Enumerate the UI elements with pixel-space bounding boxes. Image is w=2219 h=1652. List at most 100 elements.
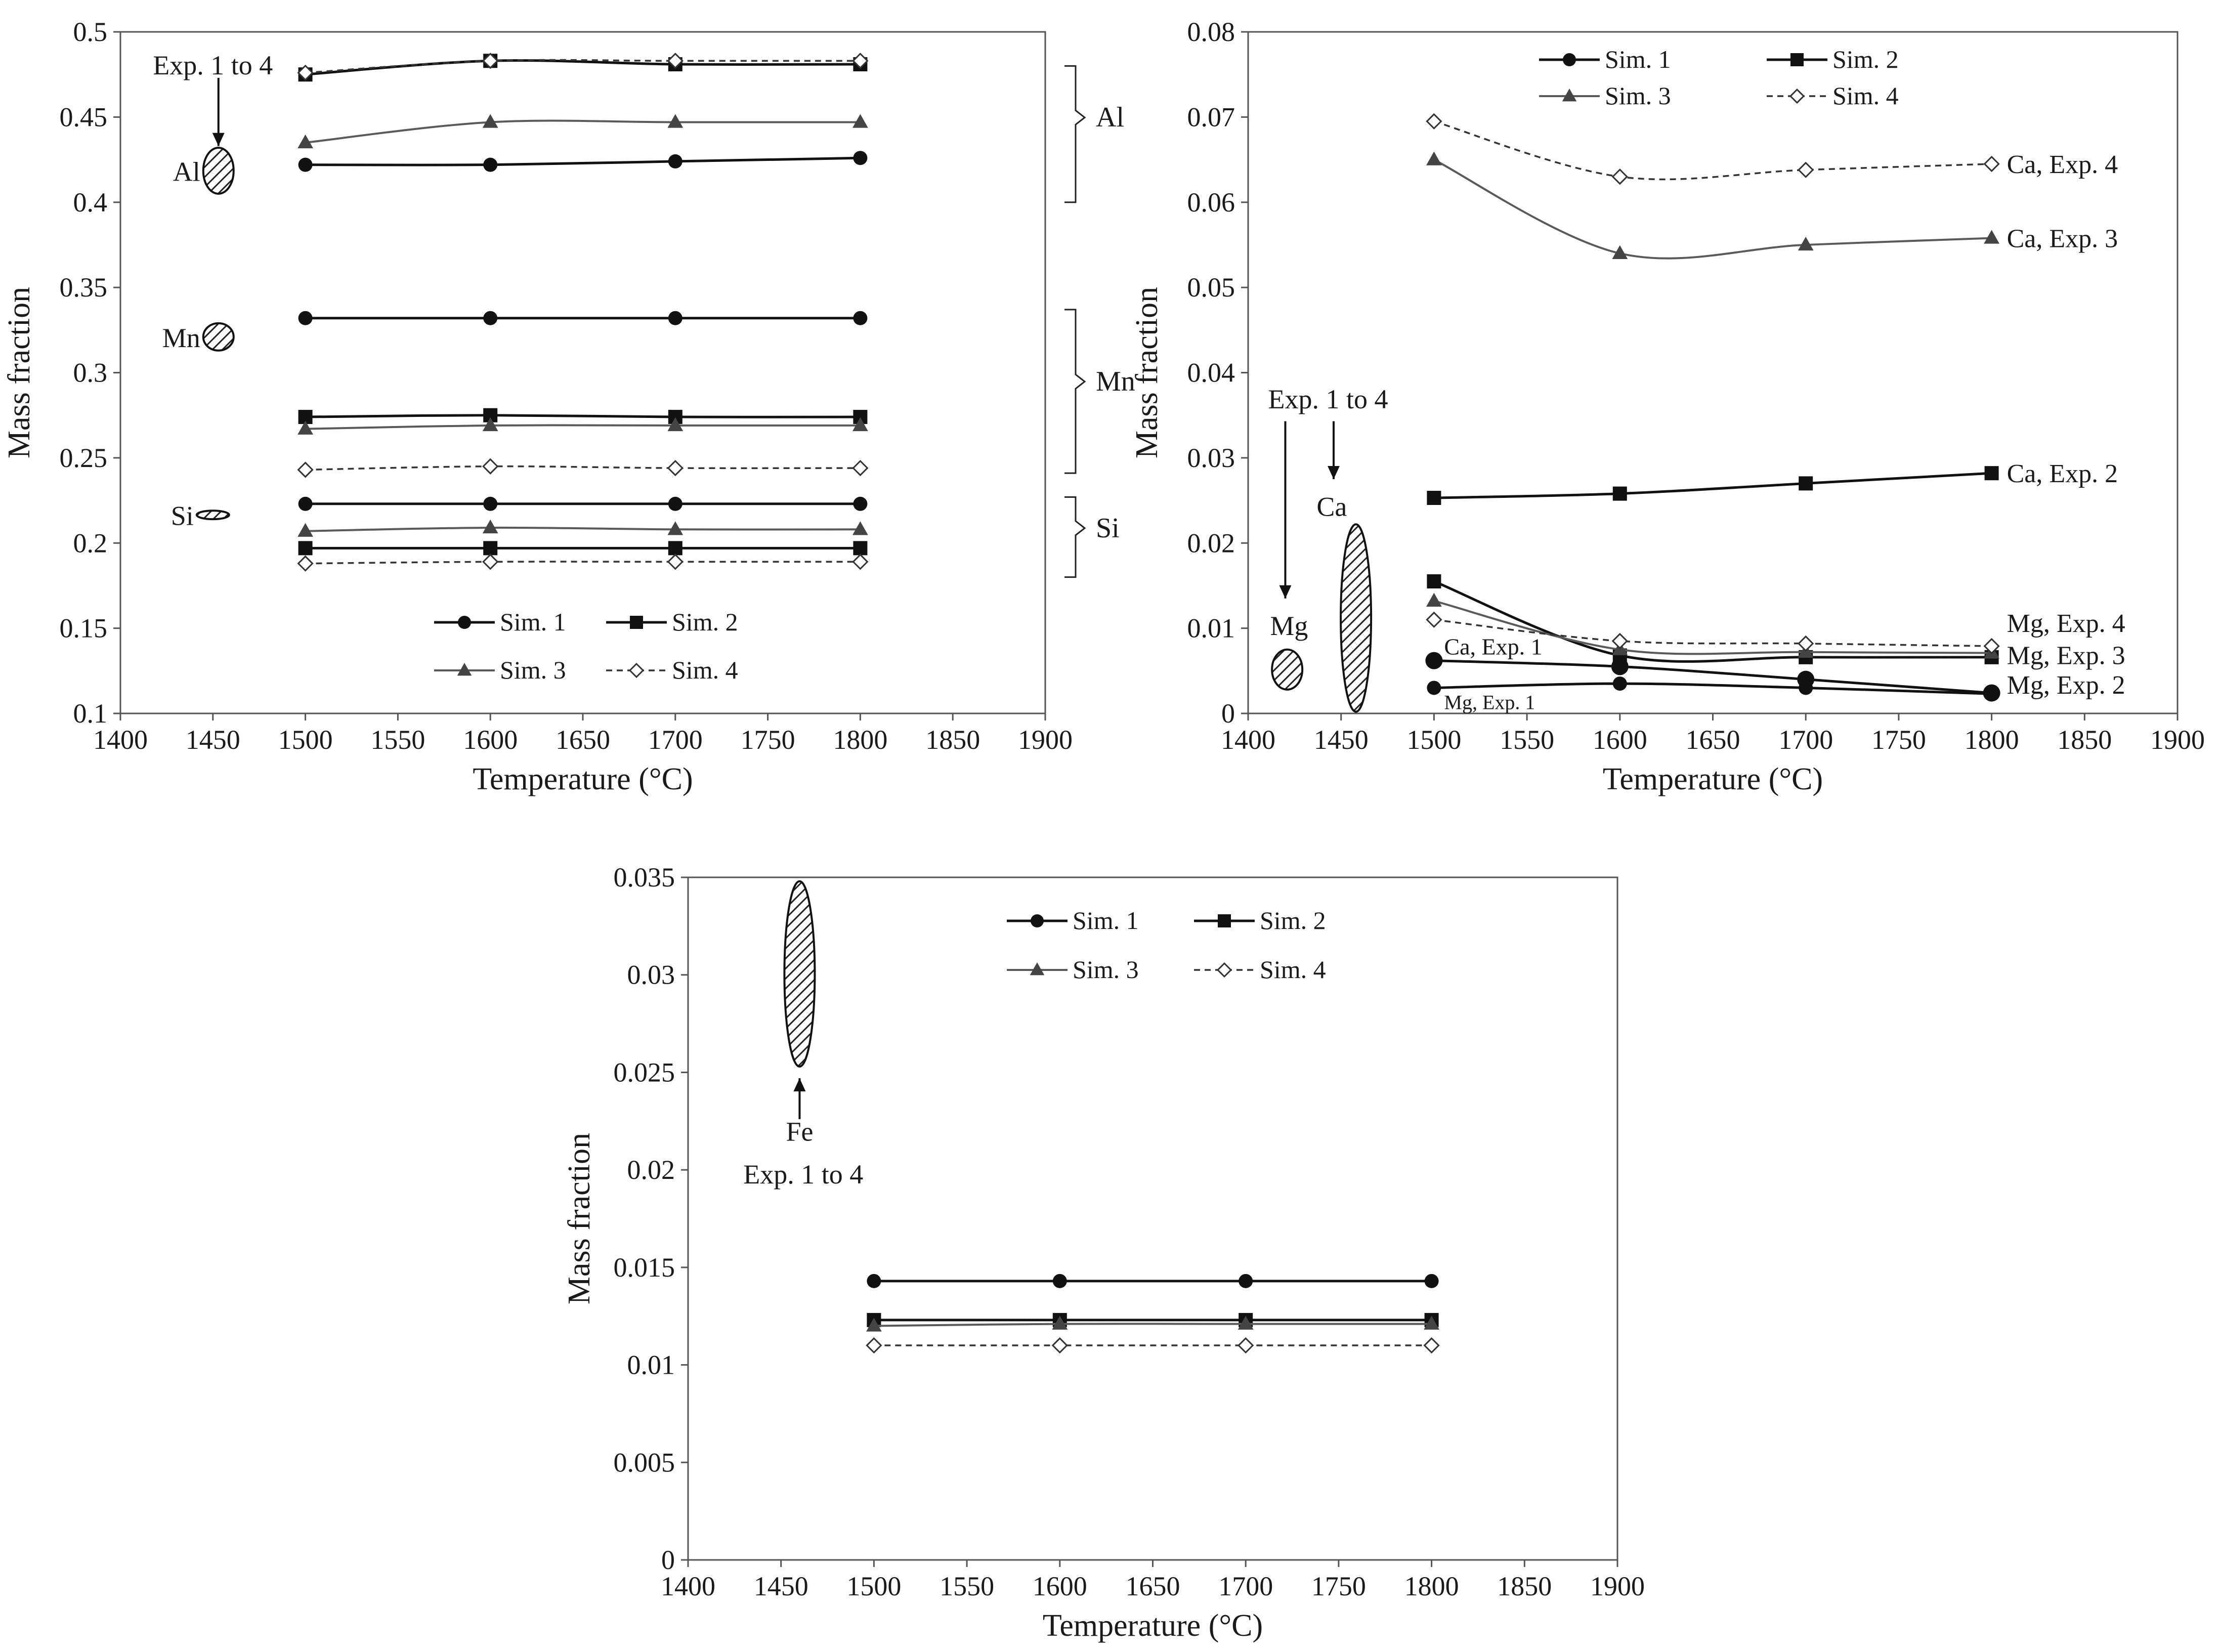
x-tick-label: 1550	[1500, 725, 1554, 755]
y-tick-label: 0.35	[60, 272, 108, 303]
legend-marker	[1789, 88, 1805, 104]
y-tick-label: 0.2	[73, 528, 108, 558]
data-point	[297, 523, 313, 537]
experimental-label: Si	[171, 501, 194, 531]
experimental-ellipse	[202, 146, 235, 195]
x-tick-label: 1400	[93, 725, 148, 755]
data-point	[297, 64, 314, 81]
series-line	[305, 59, 861, 76]
data-point	[1799, 681, 1813, 695]
x-tick-label: 1650	[1686, 725, 1740, 755]
series-end-label: Ca, Exp. 3	[2007, 224, 2118, 253]
y-tick-label: 0.01	[1187, 613, 1235, 644]
x-tick-label: 1450	[1314, 725, 1369, 755]
annotation-text: Mg	[1270, 611, 1308, 641]
plot-frame	[119, 31, 1046, 714]
series-end-label: Ca, Exp. 1	[1444, 634, 1542, 660]
legend-marker	[628, 662, 645, 679]
legend-marker	[457, 663, 472, 676]
data-point	[667, 114, 684, 128]
data-point	[297, 420, 313, 435]
legend-label: Sim. 4	[1832, 81, 1899, 110]
data-point	[667, 554, 684, 570]
data-point	[297, 134, 313, 149]
data-point	[1237, 1316, 1254, 1330]
x-tick-label: 1750	[1311, 1571, 1366, 1601]
data-point	[297, 461, 314, 478]
legend-marker	[1031, 914, 1044, 927]
data-point	[1426, 592, 1442, 607]
data-point	[1984, 466, 1999, 481]
data-point	[1612, 245, 1628, 259]
y-tick-label: 0.45	[60, 102, 108, 132]
series-line	[1433, 580, 1992, 663]
data-point	[1426, 151, 1442, 165]
x-tick-label: 1850	[2057, 725, 2112, 755]
x-axis-label: Temperature (°C)	[1603, 762, 1823, 796]
data-point	[483, 496, 498, 511]
y-tick-label: 0.03	[627, 960, 675, 990]
data-point	[853, 311, 868, 325]
plot-frame	[687, 876, 1618, 1561]
bracket-label: Mn	[1096, 366, 1135, 397]
experimental-ellipse	[202, 322, 235, 352]
series-line	[305, 59, 861, 74]
x-tick-label: 1900	[1018, 725, 1073, 755]
y-tick-label: 0.15	[60, 613, 108, 644]
series-line	[305, 119, 861, 144]
data-point	[1798, 236, 1814, 251]
x-tick-label: 1900	[2150, 725, 2205, 755]
data-point	[298, 157, 313, 172]
legend-label: Sim. 2	[672, 608, 738, 636]
x-tick-label: 1750	[741, 725, 795, 755]
bracket	[1064, 65, 1086, 203]
x-tick-label: 1450	[754, 1571, 808, 1601]
y-tick-label: 0.03	[1187, 443, 1235, 473]
series-line	[305, 465, 861, 471]
series-end-label: Ca, Exp. 2	[2007, 459, 2118, 488]
data-point	[1611, 168, 1628, 185]
series-end-label: Mg, Exp. 2	[2007, 671, 2125, 700]
chart-left: 1400 1450 1500 1550 1600 1650 1700 1750 1800 1850…	[2, 17, 1135, 796]
x-tick-label: 1500	[278, 725, 333, 755]
bracket-label: Si	[1096, 513, 1120, 544]
x-tick-label: 1400	[1221, 725, 1275, 755]
data-point	[1983, 155, 2000, 173]
legend-label: Sim. 1	[1605, 45, 1671, 73]
series-line	[305, 156, 861, 166]
x-tick-label: 1550	[370, 725, 425, 755]
data-point	[1427, 681, 1441, 695]
data-point	[852, 521, 868, 535]
y-tick-label: 0.005	[614, 1447, 675, 1477]
x-tick-label: 1550	[940, 1571, 994, 1601]
y-tick-label: 0.025	[614, 1057, 675, 1087]
data-point	[1612, 486, 1627, 501]
legend-marker	[1216, 962, 1232, 978]
x-tick-label: 1400	[661, 1571, 715, 1601]
series-line	[305, 424, 861, 430]
data-point	[852, 554, 869, 570]
arrow-head	[1279, 585, 1292, 599]
y-tick-label: 0.25	[60, 443, 108, 473]
legend-marker	[458, 616, 471, 629]
series-end-label: Ca, Exp. 4	[2007, 150, 2118, 179]
x-tick-label: 1800	[1965, 725, 2019, 755]
series-line	[1433, 600, 1992, 655]
y-tick-label: 0.035	[614, 862, 675, 893]
annotation-text: Exp. 1 to 4	[153, 50, 273, 80]
legend-label: Sim. 4	[672, 656, 738, 684]
chart-right: 1400 1450 1500 1550 1600 1650 1700 1750 1800 1850…	[1130, 17, 2205, 796]
bracket-label: Al	[1096, 102, 1124, 133]
y-tick-label: 0	[1221, 698, 1235, 729]
data-point	[1983, 638, 2000, 655]
data-point	[667, 459, 684, 477]
data-point	[853, 496, 868, 511]
arrow-head	[1328, 465, 1340, 479]
x-tick-label: 1650	[1126, 1571, 1180, 1601]
y-tick-label: 0.06	[1187, 187, 1235, 218]
y-tick-label: 0.02	[1187, 528, 1235, 558]
data-point	[483, 157, 498, 172]
data-point	[852, 114, 868, 128]
series-line	[305, 561, 861, 565]
